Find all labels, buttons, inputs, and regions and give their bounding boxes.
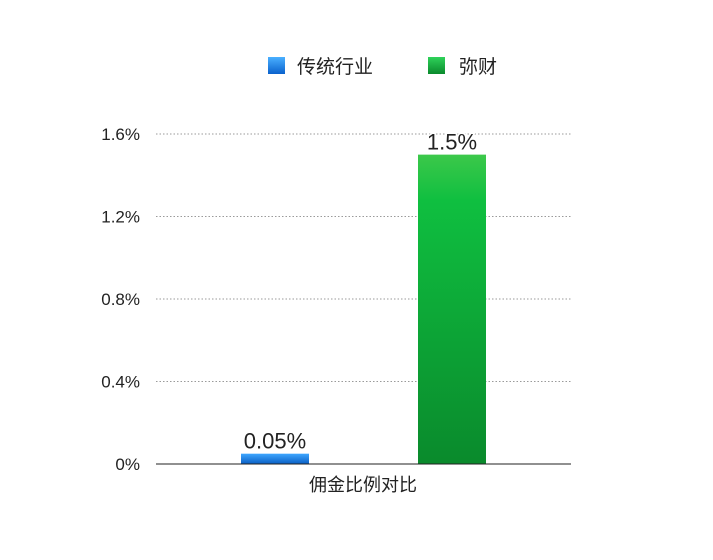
x-axis: 佣金比例对比 [156,463,571,495]
data-label-micai: 1.5% [427,130,477,155]
y-axis: 0% 0.4% 0.8% 1.2% 1.6% [101,125,140,474]
legend-swatch-micai [428,57,445,74]
legend-item-micai[interactable]: 弥财 [428,56,497,78]
y-tick-label: 1.2% [101,208,140,227]
y-tick-label: 1.6% [101,125,140,144]
legend-label-traditional: 传统行业 [297,56,373,78]
legend: 传统行业 弥财 [268,56,497,78]
y-tick-label: 0% [115,455,140,474]
legend-swatch-traditional [268,57,285,74]
data-label-traditional: 0.05% [244,429,306,454]
legend-item-traditional[interactable]: 传统行业 [268,56,373,78]
bar-traditional[interactable] [241,453,309,464]
y-tick-label: 0.4% [101,373,140,392]
y-tick-label: 0.8% [101,290,140,309]
bars: 0.05% 1.5% [241,128,486,464]
bar-micai[interactable] [418,154,486,464]
gridlines [156,133,571,382]
legend-label-micai: 弥财 [459,56,497,78]
category-label: 佣金比例对比 [309,475,417,495]
